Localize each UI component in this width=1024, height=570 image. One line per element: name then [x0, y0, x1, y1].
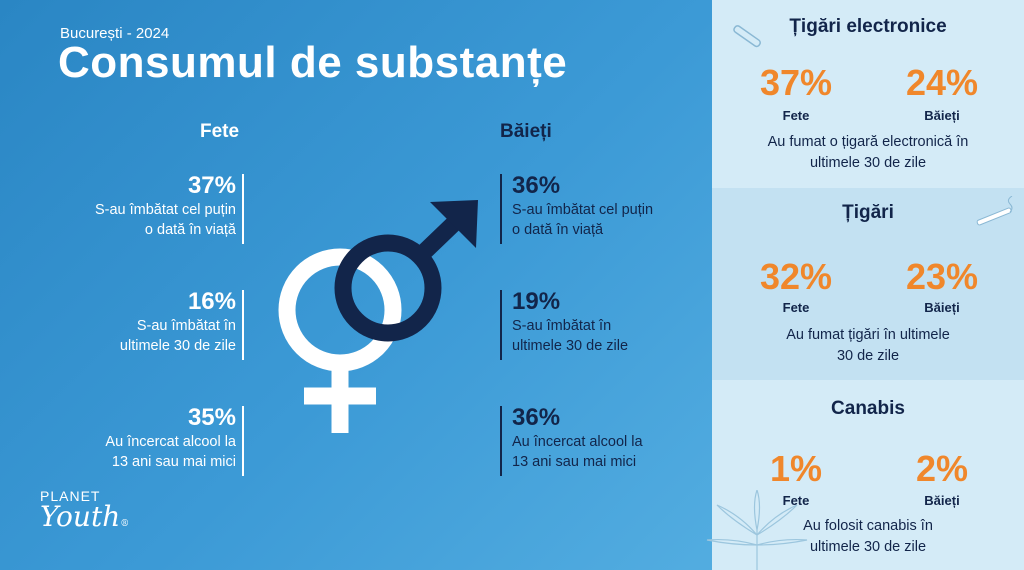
boys-stat-2: 19% S-au îmbătat în ultimele 30 de zile [500, 288, 629, 360]
girls-stat-1-line1: S-au îmbătat cel puțin [94, 202, 236, 218]
panel-e-cigarettes: Țigări electronice 37% 24% Fete Băieți A… [712, 0, 1024, 188]
boys-stat-2-percent: 19% [512, 288, 561, 315]
girls-stat-1-line2: o dată în viață [144, 222, 236, 238]
divider [500, 174, 502, 244]
boys-stat-1-line2: o dată în viață [512, 222, 604, 238]
boys-stat-1-line1: S-au îmbătat cel puțin [512, 202, 654, 218]
boys-label: Băieți [924, 108, 960, 123]
boys-percent: 23% [905, 256, 979, 297]
boys-stat-1-percent: 36% [512, 172, 561, 199]
boys-stat-3-line2: 13 ani sau mai mici [512, 454, 637, 470]
girls-stat-2-percent: 16% [187, 288, 236, 315]
girls-stat-3-line2: 13 ani sau mai mici [111, 454, 236, 470]
logo-planet-text: PLANET [40, 488, 101, 504]
boys-stat-3: 36% Au încercat alcool la 13 ani sau mai… [500, 404, 643, 476]
girls-stat-3: 35% Au încercat alcool la 13 ani sau mai… [0, 404, 244, 476]
boys-stat-2-line1: S-au îmbătat în [512, 318, 612, 334]
divider [242, 174, 244, 244]
cigarette-icon [976, 196, 1013, 226]
panel-title: Țigări [842, 202, 894, 223]
divider [242, 406, 244, 476]
girls-stat-2-line1: S-au îmbătat în [136, 318, 236, 334]
gender-symbols-icon [278, 200, 478, 433]
panel-note: Au fumat o țigară electronică în ultimel… [712, 132, 1024, 174]
panel-title: Țigări electronice [789, 16, 947, 37]
girls-stat-1: 37% S-au îmbătat cel puțin o dată în via… [0, 172, 244, 244]
panel-note-line2: ultimele 30 de zile [809, 155, 927, 171]
panel-note-line1: Au folosit canabis în [803, 518, 933, 534]
panel-cannabis: Canabis 1% 2% Fete Băieți Au folosit can… [706, 380, 1024, 570]
logo-youth-text: Youth® [40, 500, 130, 533]
panel-note-line2: 30 de zile [836, 348, 900, 364]
girls-stat-3-percent: 35% [187, 404, 236, 431]
boys-stat-3-percent: 36% [512, 404, 561, 431]
girls-percent: 1% [769, 448, 823, 489]
panel-note-line2: ultimele 30 de zile [809, 539, 927, 555]
girls-percent: 32% [759, 256, 833, 297]
e-cigarette-icon [733, 25, 761, 48]
boys-stat-3-line1: Au încercat alcool la [512, 434, 643, 450]
boys-stat-1: 36% S-au îmbătat cel puțin o dată în via… [500, 172, 654, 244]
panel-note-line1: Au fumat țigări în ultimele [786, 327, 950, 343]
girls-label: Fete [782, 493, 810, 508]
boys-label: Băieți [924, 300, 960, 315]
panel-note-line1: Au fumat o țigară electronică în [767, 134, 969, 150]
girls-percent: 37% [759, 62, 833, 103]
boys-column-heading: Băieți [500, 121, 552, 142]
girls-stat-2: 16% S-au îmbătat în ultimele 30 de zile [0, 288, 244, 360]
girls-stat-2-line2: ultimele 30 de zile [119, 338, 236, 354]
boys-percent: 2% [915, 448, 969, 489]
male-symbol-icon [334, 200, 478, 342]
panel-title: Canabis [831, 398, 905, 419]
panel-note: Au folosit canabis în ultimele 30 de zil… [712, 516, 1024, 558]
location-year: București - 2024 [60, 25, 170, 42]
cannabis-leaf-icon [706, 490, 808, 570]
girls-label: Fete [782, 108, 810, 123]
side-panels: Țigări electronice 37% 24% Fete Băieți A… [706, 0, 1024, 570]
planet-youth-logo: PLANET Youth® [40, 488, 129, 533]
divider [500, 406, 502, 476]
girls-stat-3-line1: Au încercat alcool la [105, 434, 236, 450]
female-symbol-icon [278, 248, 402, 433]
girls-stat-1-percent: 37% [187, 172, 236, 199]
boys-percent: 24% [905, 62, 979, 103]
panel-note: Au fumat țigări în ultimele 30 de zile [712, 325, 1024, 367]
divider [500, 290, 502, 360]
boys-label: Băieți [924, 493, 960, 508]
panel-cigarettes: Țigări 32% 23% Fete Băieți Au fumat țigă… [712, 188, 1024, 380]
boys-stat-2-line2: ultimele 30 de zile [512, 338, 629, 354]
divider [242, 290, 244, 360]
main-section: București - 2024 Consumul de substanțe F… [0, 25, 654, 533]
page-title: Consumul de substanțe [58, 38, 568, 87]
girls-label: Fete [782, 300, 810, 315]
girls-column-heading: Fete [200, 121, 240, 142]
